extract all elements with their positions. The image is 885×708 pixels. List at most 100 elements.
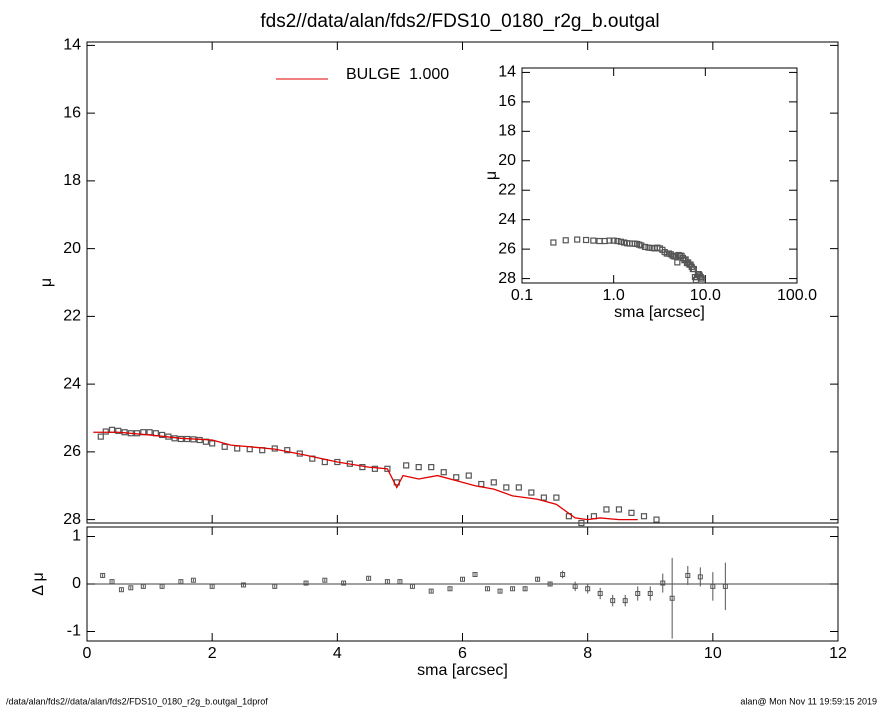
y-tick-label: -1 (67, 623, 81, 640)
residual-point (622, 598, 628, 604)
data-point (690, 265, 697, 273)
data-point (371, 465, 378, 472)
residual-point (159, 583, 165, 589)
x-tick-label: 2 (208, 645, 217, 662)
residual-point (272, 583, 278, 589)
residual-point (109, 579, 115, 585)
x-tick-label: 0 (83, 645, 92, 662)
y-tick-label: 28 (63, 511, 81, 528)
residual-point (303, 580, 309, 586)
residual-point (597, 591, 603, 596)
data-point (641, 243, 649, 251)
data-point (159, 431, 166, 439)
data-point (669, 252, 676, 259)
footer-left: /data/alan/fds2//data/alan/fds2/FDS10_01… (6, 696, 268, 706)
data-point (697, 274, 704, 281)
residual-point (209, 583, 215, 589)
residual-point (585, 586, 591, 592)
residual-point (447, 586, 453, 592)
data-point (553, 494, 560, 501)
data-point (515, 484, 522, 491)
data-point (440, 469, 447, 476)
data-point (596, 237, 603, 245)
x-tick-label: 1.0 (603, 287, 625, 304)
y-tick-label: 16 (498, 93, 516, 110)
y-tick-label: 18 (498, 123, 516, 140)
residual-point (722, 583, 728, 589)
model-line (93, 431, 638, 521)
residual-point (685, 572, 691, 578)
residual-point (660, 580, 666, 586)
x-tick-label: 10.0 (690, 287, 721, 304)
data-point (102, 428, 109, 435)
data-point (209, 440, 216, 447)
y-tick-label: 1 (72, 528, 81, 545)
data-point (582, 236, 590, 244)
residual-point (140, 583, 146, 589)
data-point (578, 519, 585, 527)
y-tick-label: 26 (63, 443, 81, 460)
data-point (562, 237, 569, 244)
y-tick-label: 22 (498, 181, 516, 198)
data-point (550, 239, 557, 246)
data-point (640, 513, 648, 520)
residual-point (710, 583, 716, 589)
y-tick-label: 28 (498, 270, 516, 287)
data-point (234, 445, 241, 452)
data-point (115, 427, 122, 434)
data-point (614, 237, 621, 245)
x-axis-label: sma [arcsec] (614, 304, 705, 321)
residual-point (472, 572, 478, 577)
data-point (284, 447, 291, 454)
y-tick-label: 16 (63, 104, 81, 121)
y-tick-label: 20 (63, 240, 81, 257)
residual-point (460, 576, 465, 582)
y-axis-label: μ (38, 278, 55, 287)
data-point (615, 506, 623, 513)
y-tick-label: 20 (498, 152, 516, 169)
data-point (403, 462, 410, 469)
data-point (645, 244, 652, 251)
residual-point (118, 587, 124, 593)
data-point (528, 489, 535, 496)
residual-point (535, 576, 541, 582)
x-tick-label: 6 (458, 645, 467, 662)
footer-right: alan@ Mon Nov 11 19:59:15 2019 (740, 696, 877, 706)
data-point (465, 472, 472, 479)
residual-point (547, 581, 553, 587)
data-point (428, 464, 435, 471)
residual-point (190, 577, 196, 583)
residual-point (397, 579, 403, 585)
chart-title: fds2//data/alan/fds2/FDS10_0180_r2g_b.ou… (260, 11, 659, 32)
x-tick-label: 100.0 (777, 287, 817, 304)
data-point (478, 480, 485, 488)
x-tick-label: 12 (829, 645, 847, 662)
x-tick-label: 10 (704, 645, 722, 662)
data-point (503, 484, 510, 491)
data-point (490, 479, 497, 486)
x-tick-label: 8 (583, 645, 592, 662)
inset-frame (521, 67, 798, 284)
residual-point (610, 598, 616, 604)
y-tick-label: 14 (498, 64, 516, 81)
legend-label: BULGE 1.000 (346, 66, 449, 83)
residual-point (697, 574, 703, 580)
data-point (674, 259, 681, 266)
y-tick-label: 0 (72, 575, 81, 592)
data-point (146, 429, 153, 436)
x-axis-label: sma [arcsec] (417, 662, 508, 679)
y-tick-label: 26 (498, 240, 516, 257)
data-point (453, 474, 460, 481)
y-tick-label: 18 (63, 172, 81, 189)
residual-point (366, 575, 372, 581)
data-point (590, 237, 597, 244)
data-point (603, 506, 610, 513)
residual-point (100, 572, 106, 578)
y-tick-label: 22 (63, 308, 81, 325)
data-point (617, 238, 625, 245)
residual-point (341, 580, 347, 586)
residual-point (178, 579, 184, 585)
residual-point (128, 585, 134, 591)
residual-point (522, 586, 528, 592)
